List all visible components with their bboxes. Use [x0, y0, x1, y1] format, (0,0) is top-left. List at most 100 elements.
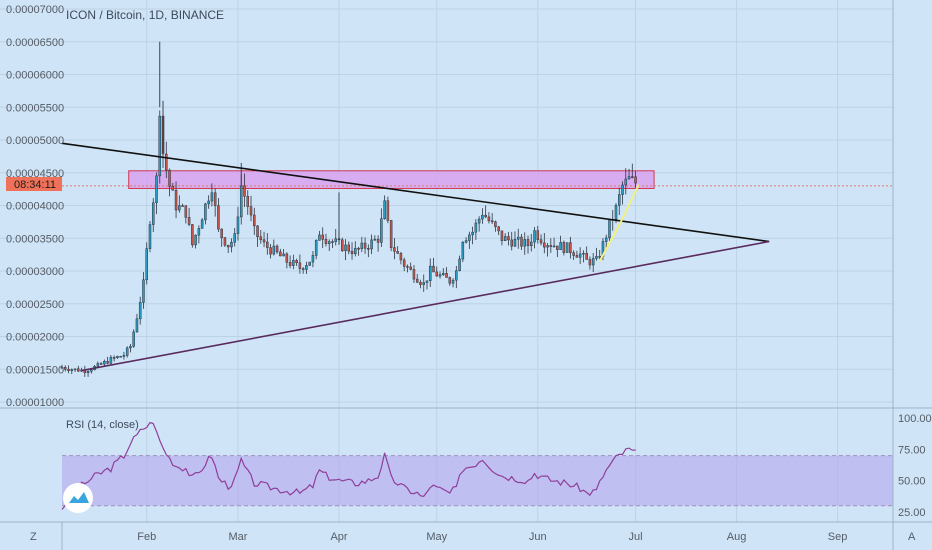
candle-body	[438, 274, 442, 277]
candle-body	[562, 242, 566, 253]
candle-body	[474, 222, 478, 233]
candle-body	[442, 273, 445, 275]
candle-body	[122, 355, 126, 357]
candle-body	[334, 238, 338, 242]
corner-label-right[interactable]: A	[908, 531, 916, 543]
candle-body	[621, 184, 624, 195]
candle-body	[318, 234, 321, 241]
candle-body	[425, 280, 429, 283]
candle-body	[210, 192, 214, 202]
candle-body	[236, 216, 240, 234]
chart-title: ICON / Bitcoin, 1D, BINANCE	[66, 8, 224, 22]
candle-body	[155, 175, 158, 204]
candle-body	[350, 250, 354, 254]
candle-body	[246, 195, 250, 207]
rsi-axis: 100.00 75.00 50.00 25.00	[898, 413, 932, 519]
price-tick-label: 0.00001000	[6, 397, 64, 409]
candle-body	[530, 241, 533, 247]
candle-body	[539, 239, 543, 244]
candle-body	[399, 253, 403, 261]
candle-body	[507, 236, 510, 241]
candle-body	[301, 268, 305, 270]
price-tick-label: 0.00004000	[6, 201, 64, 213]
candle-body	[142, 279, 145, 303]
time-tick-label: Mar	[228, 531, 247, 543]
candle-body	[455, 270, 458, 281]
candle-body	[484, 214, 487, 218]
candle-body	[181, 205, 184, 207]
candle-body	[119, 356, 122, 358]
candle-body	[168, 169, 171, 187]
candle-body	[549, 245, 553, 247]
trendline-ascending[interactable]	[81, 240, 770, 372]
candle-body	[223, 237, 227, 246]
candle-body	[194, 234, 197, 246]
candle-body	[412, 269, 416, 280]
candle-body	[344, 244, 347, 251]
candle-body	[497, 226, 500, 232]
trendlines	[61, 142, 770, 372]
current-price-tag-box	[6, 177, 62, 191]
candle-body	[99, 363, 103, 365]
candle-body	[631, 176, 634, 178]
candle-body	[565, 242, 569, 253]
candle-body	[295, 260, 298, 264]
rsi-tick-label: 100.00	[898, 413, 932, 425]
candle-body	[520, 236, 523, 247]
candle-body	[617, 194, 621, 206]
candle-body	[298, 262, 302, 269]
candle-body	[543, 242, 546, 248]
candle-body	[125, 347, 129, 356]
candle-body	[174, 190, 178, 211]
candle-body	[487, 216, 491, 222]
candle-body	[376, 238, 380, 243]
rsi-tick-label: 75.00	[898, 444, 926, 456]
corner-label-left[interactable]: Z	[30, 531, 37, 543]
candle-body	[311, 255, 315, 263]
candle-body	[145, 248, 148, 281]
candle-body	[523, 239, 527, 247]
price-tick-label: 0.00005500	[6, 102, 64, 114]
rsi-tick-label: 25.00	[898, 507, 926, 519]
candle-body	[217, 205, 220, 230]
candle-body	[575, 255, 579, 258]
candle-body	[380, 218, 383, 243]
candle-body	[578, 253, 582, 258]
candle-body	[285, 253, 289, 263]
candle-body	[197, 228, 201, 236]
candle-body	[158, 115, 162, 177]
candle-body	[178, 205, 181, 211]
candle-body	[585, 252, 588, 260]
tradingview-cloud-icon[interactable]	[63, 483, 93, 513]
trendline-descending[interactable]	[61, 142, 770, 243]
candle-body	[393, 247, 396, 252]
candle-body	[321, 234, 324, 240]
candle-body	[327, 241, 331, 244]
price-tick-label: 0.00007000	[6, 4, 64, 16]
candle-body	[367, 248, 370, 250]
candle-body	[588, 259, 592, 266]
candle-body	[582, 252, 585, 255]
candle-body	[165, 153, 168, 171]
candle-body	[402, 259, 406, 267]
candle-body	[513, 239, 517, 247]
candle-body	[70, 369, 74, 371]
price-tick-label: 0.00002000	[6, 332, 64, 344]
candle-body	[422, 282, 425, 285]
candle-body	[445, 273, 448, 278]
candle-body	[90, 369, 93, 372]
candle-body	[67, 368, 70, 371]
candle-body	[419, 282, 422, 285]
candle-body	[243, 185, 246, 197]
rsi-line	[61, 421, 636, 510]
rsi-tick-label: 50.00	[898, 476, 926, 488]
candle-body	[536, 230, 540, 240]
candle-body	[357, 247, 360, 250]
candle-body	[510, 239, 513, 247]
candle-body	[77, 368, 80, 372]
price-axis: 0.00007000 0.00006500 0.00006000 0.00005500…	[6, 4, 64, 409]
candle-body	[340, 239, 344, 251]
candle-body	[282, 253, 285, 257]
candle-body	[292, 260, 295, 266]
candle-body	[614, 205, 618, 220]
